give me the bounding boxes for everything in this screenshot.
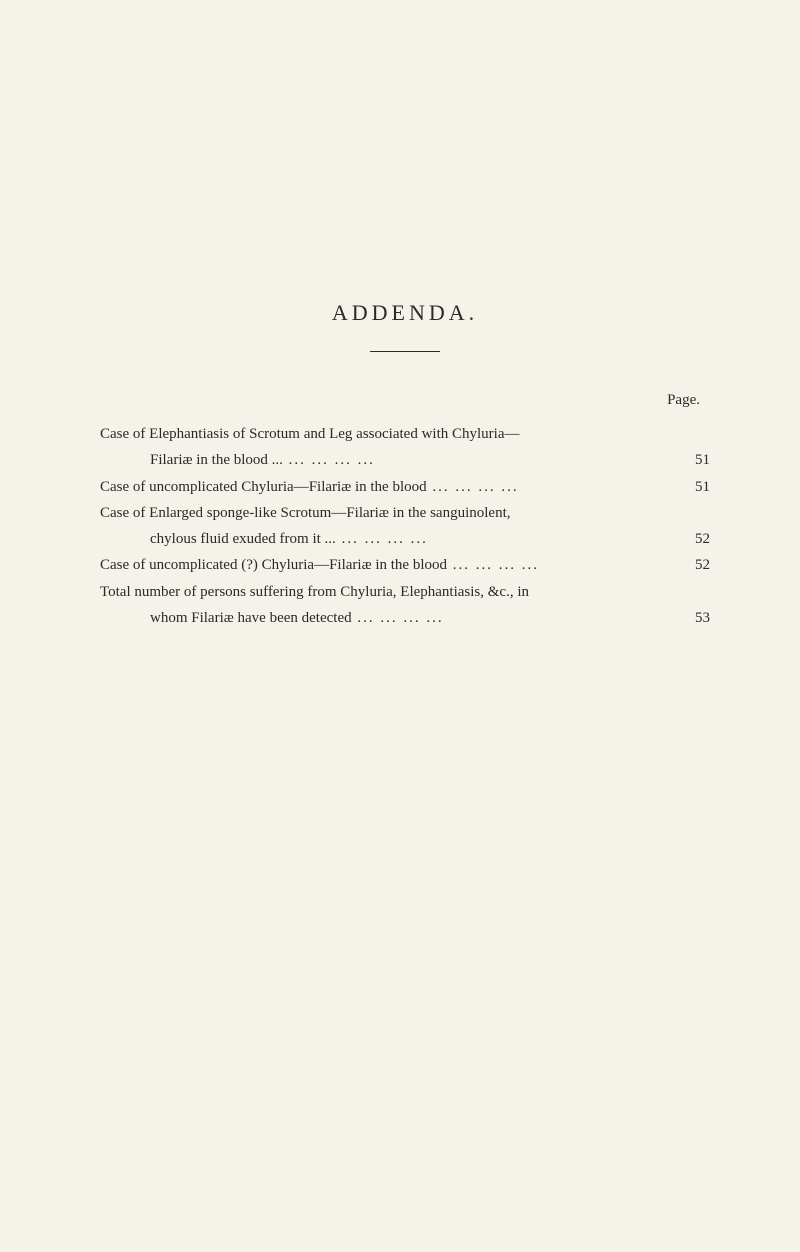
entry-label: chylous fluid exuded from it ... [150, 531, 336, 547]
toc-entry-line: whom Filariæ have been detected ... ... … [100, 605, 710, 631]
toc-entry-text: Case of Enlarged sponge-like Scrotum—Fil… [100, 500, 675, 526]
toc-entry-page: 51 [675, 474, 710, 500]
leader-dots: ... ... ... ... [336, 531, 428, 547]
document-page: ADDENDA. Page. Case of Elephantiasis of … [0, 0, 800, 731]
leader-dots: ... ... ... ... [447, 557, 539, 573]
toc-entry-line: Case of uncomplicated (?) Chyluria—Filar… [100, 552, 710, 578]
toc-entry-line: Filariæ in the blood ... ... ... ... ...… [100, 447, 710, 473]
toc-entry-page: 51 [675, 447, 710, 473]
toc-entry-text: whom Filariæ have been detected ... ... … [100, 605, 675, 631]
entry-label: whom Filariæ have been detected [150, 610, 352, 626]
toc-entry-text: Filariæ in the blood ... ... ... ... ... [100, 447, 675, 473]
page-title: ADDENDA. [100, 300, 710, 326]
toc-entry-text: Case of uncomplicated Chyluria—Filariæ i… [100, 474, 675, 500]
entry-label: Filariæ in the blood ... [150, 452, 283, 468]
toc-entry-page: 52 [675, 552, 710, 578]
entry-label: Case of uncomplicated (?) Chyluria—Filar… [100, 557, 447, 573]
toc-entry-page: 52 [675, 526, 710, 552]
toc-entry-text: chylous fluid exuded from it ... ... ...… [100, 526, 675, 552]
table-of-contents: Case of Elephantiasis of Scrotum and Leg… [100, 421, 710, 631]
toc-entry-text: Case of uncomplicated (?) Chyluria—Filar… [100, 552, 675, 578]
page-column-header: Page. [100, 392, 710, 409]
toc-entry-line: Total number of persons suffering from C… [100, 579, 710, 605]
leader-dots: ... ... ... ... [283, 452, 375, 468]
toc-entry-page: 53 [675, 605, 710, 631]
title-divider [370, 351, 440, 352]
toc-entry-line: chylous fluid exuded from it ... ... ...… [100, 526, 710, 552]
entry-label: Case of uncomplicated Chyluria—Filariæ i… [100, 479, 427, 495]
toc-entry-text: Total number of persons suffering from C… [100, 579, 675, 605]
toc-entry-line: Case of uncomplicated Chyluria—Filariæ i… [100, 474, 710, 500]
toc-entry-text: Case of Elephantiasis of Scrotum and Leg… [100, 421, 675, 447]
leader-dots: ... ... ... ... [427, 479, 519, 495]
toc-entry-line: Case of Enlarged sponge-like Scrotum—Fil… [100, 500, 710, 526]
toc-entry-line: Case of Elephantiasis of Scrotum and Leg… [100, 421, 710, 447]
leader-dots: ... ... ... ... [352, 610, 444, 626]
